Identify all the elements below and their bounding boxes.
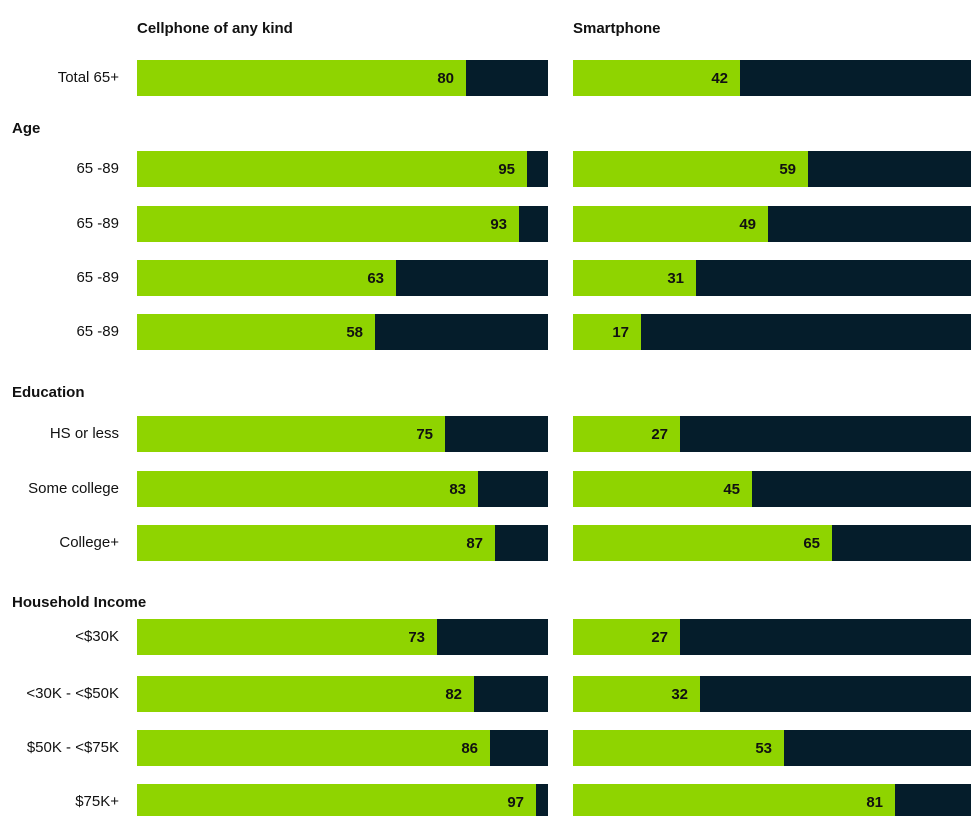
category-label: <30K - <$50K — [26, 685, 119, 702]
data-label: 59 — [779, 161, 796, 178]
data-label: 75 — [416, 426, 433, 443]
data-label: 17 — [612, 324, 629, 341]
bar-value — [137, 60, 466, 96]
category-label: Total 65+ — [58, 69, 120, 86]
bar-value — [573, 784, 895, 816]
data-label: 65 — [803, 535, 820, 552]
category-label: 65 -89 — [76, 269, 119, 286]
data-label: 86 — [461, 740, 478, 757]
bar-value — [573, 260, 696, 296]
data-label: 27 — [651, 629, 668, 646]
data-label: 27 — [651, 426, 668, 443]
data-label: 93 — [490, 216, 507, 233]
data-label: 73 — [408, 629, 425, 646]
category-label: 65 -89 — [76, 215, 119, 232]
data-label: 82 — [445, 686, 462, 703]
category-label: 65 -89 — [76, 323, 119, 340]
bar-value — [137, 525, 495, 561]
bar-value — [137, 416, 445, 452]
group-label: Household Income — [12, 594, 146, 611]
bar-value — [137, 676, 474, 712]
category-label: College+ — [59, 534, 119, 551]
bar-value — [137, 206, 519, 242]
category-label: HS or less — [50, 425, 119, 442]
data-label: 32 — [671, 686, 688, 703]
category-label: <$30K — [75, 628, 119, 645]
data-label: 63 — [367, 270, 384, 287]
data-label: 45 — [723, 481, 740, 498]
bar-value — [573, 60, 740, 96]
data-label: 49 — [739, 216, 756, 233]
bar-value — [573, 619, 680, 655]
group-label: Age — [12, 120, 40, 137]
bar-value — [573, 471, 752, 507]
bar-value — [137, 314, 375, 350]
data-label: 87 — [466, 535, 483, 552]
bar-value — [137, 260, 396, 296]
bar-value — [137, 471, 478, 507]
bar-value — [573, 416, 680, 452]
data-label: 83 — [449, 481, 466, 498]
bar-value — [573, 525, 832, 561]
data-label: 81 — [866, 794, 883, 811]
bar-value — [573, 206, 768, 242]
category-label: $50K - <$75K — [27, 739, 119, 756]
data-label: 42 — [711, 70, 728, 87]
bar-value — [573, 730, 784, 766]
bar-value — [137, 151, 527, 187]
data-label: 58 — [346, 324, 363, 341]
data-label: 53 — [755, 740, 772, 757]
data-label: 97 — [507, 794, 524, 811]
data-label: 95 — [498, 161, 515, 178]
bar-value — [137, 784, 536, 816]
bar-value — [137, 619, 437, 655]
data-label: 80 — [437, 70, 454, 87]
bar-value — [573, 151, 808, 187]
data-label: 31 — [667, 270, 684, 287]
category-label: Some college — [28, 480, 119, 497]
category-label: 65 -89 — [76, 160, 119, 177]
panel-title: Smartphone — [573, 20, 661, 37]
bar-value — [573, 676, 700, 712]
group-label: Education — [12, 384, 85, 401]
bar-value — [137, 730, 490, 766]
panel-title: Cellphone of any kind — [137, 20, 293, 37]
category-label: $75K+ — [75, 793, 119, 810]
bar-value — [573, 314, 641, 350]
